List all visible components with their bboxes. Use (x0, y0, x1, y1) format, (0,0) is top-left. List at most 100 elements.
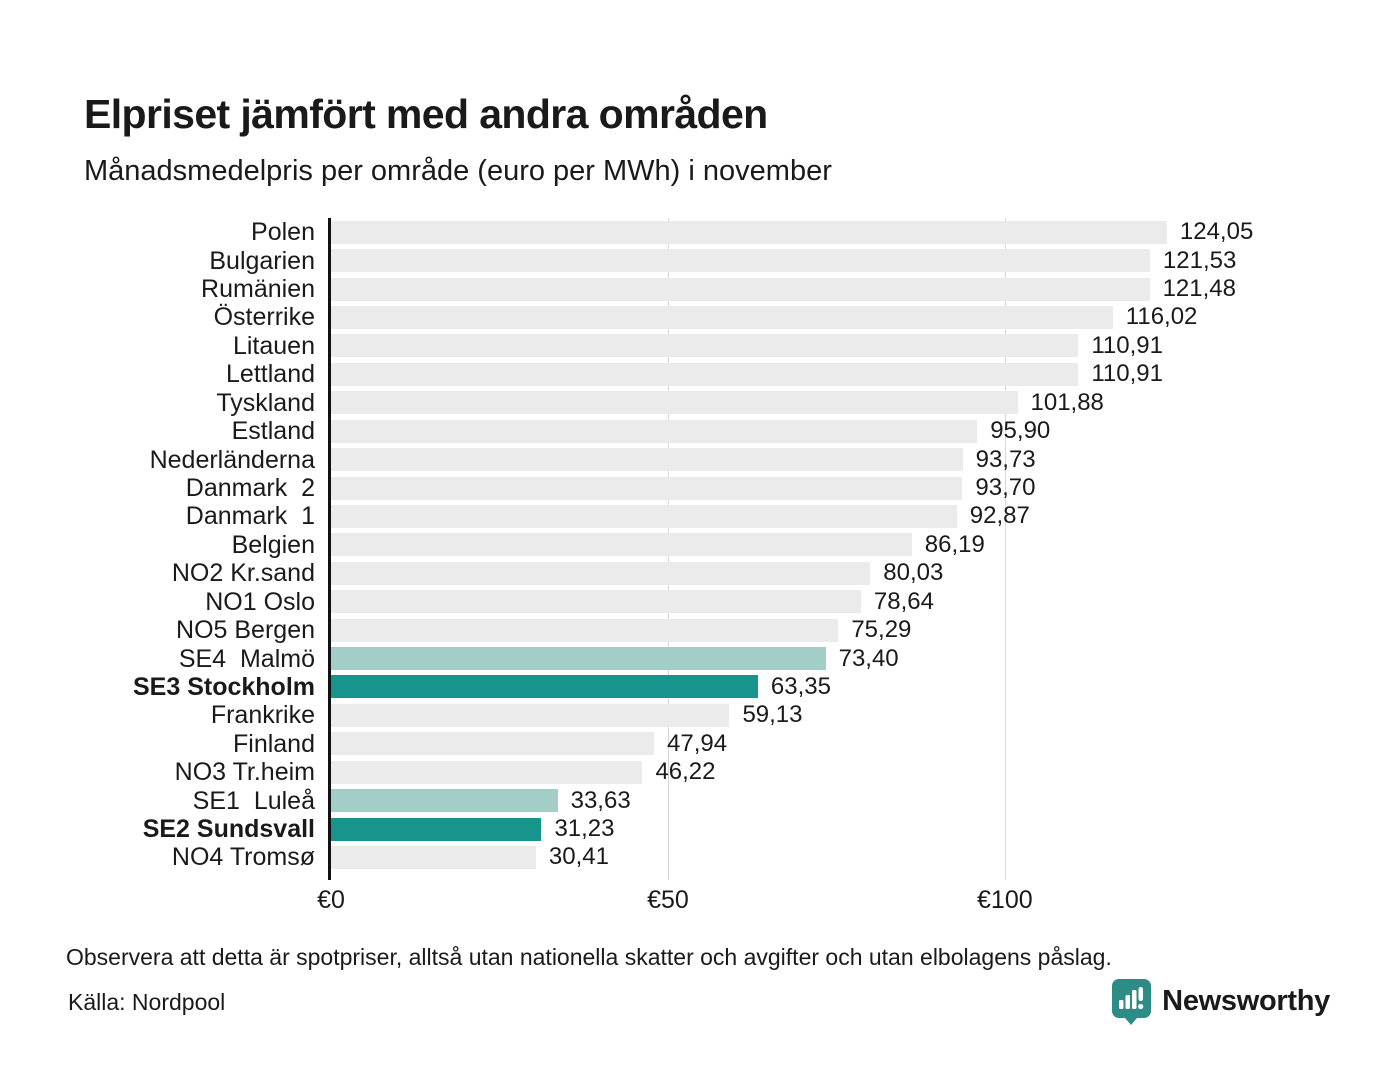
bar-plot-area: 63,35 (331, 673, 831, 701)
bar-default (331, 391, 1018, 415)
bar-plot-area: 73,40 (331, 645, 899, 673)
bar-default (331, 760, 643, 784)
value-label: 33,63 (570, 786, 631, 814)
bar-dark (331, 675, 758, 699)
bar-default (331, 590, 861, 614)
bar-plot-area: 93,70 (331, 474, 1035, 502)
newsworthy-wordmark: Newsworthy (1162, 985, 1330, 1017)
newsworthy-logo: Newsworthy (1111, 978, 1330, 1025)
chart-row: Rumänien 121,48 (84, 275, 1384, 303)
gridline-100 (1004, 218, 1006, 880)
chart-row: NO1 Oslo 78,64 (84, 587, 1384, 616)
chart-row: NO2 Kr.sand 80,03 (84, 559, 1384, 587)
category-label: Danmark 1 (185, 502, 315, 531)
footnote: Observera att detta är spotpriser, allts… (66, 944, 1112, 970)
bar-plot-area: 101,88 (331, 389, 1104, 417)
category-label: Frankrike (210, 701, 315, 730)
value-label: 101,88 (1030, 388, 1104, 416)
bar-plot-area: 121,48 (331, 275, 1236, 303)
bar-default (331, 561, 871, 585)
value-label: 110,91 (1091, 360, 1163, 388)
category-label: NO5 Bergen (176, 616, 315, 645)
category-label: Österrike (213, 303, 315, 332)
chart-row: Finland 47,94 (84, 730, 1384, 758)
bar-dark (331, 817, 542, 841)
chart-row: SE4 Malmö 73,40 (84, 644, 1384, 673)
chart-row: NO3 Tr.heim 46,22 (84, 758, 1384, 786)
bar-plot-area: 33,63 (331, 787, 631, 815)
x-tick-label: €0 (317, 886, 345, 914)
bar-default (331, 419, 978, 443)
bar-plot-area: 124,05 (331, 218, 1253, 246)
category-label: Bulgarien (209, 246, 315, 275)
bar-default (331, 220, 1167, 244)
x-tick-label: €50 (647, 886, 689, 914)
bar-plot-area: 47,94 (331, 730, 727, 758)
chart-row: Danmark 2 93,70 (84, 474, 1384, 502)
bar-default (331, 305, 1113, 329)
category-label: Finland (233, 729, 315, 758)
newsworthy-bar-chart-pin-icon (1112, 979, 1152, 1025)
value-label: 59,13 (742, 701, 803, 729)
chart-row: NO5 Bergen 75,29 (84, 616, 1384, 644)
value-label: 73,40 (838, 644, 899, 672)
bar-plot-area: 31,23 (331, 815, 615, 843)
bar-light (331, 789, 558, 813)
bar-plot-area: 93,73 (331, 446, 1036, 474)
bar-chart: Polen 124,05 Bulgarien 121,53 Rumänien 121,48… (84, 218, 1384, 938)
bar-plot-area: 75,29 (331, 616, 911, 644)
category-label: Estland (231, 417, 315, 446)
bar-plot-area: 30,41 (331, 843, 609, 871)
category-label: NO4 Tromsø (171, 843, 315, 872)
category-label: NO2 Kr.sand (171, 559, 315, 588)
bar-plot-area: 121,53 (331, 247, 1236, 275)
bar-default (331, 533, 912, 557)
value-label: 121,48 (1162, 275, 1236, 303)
bar-default (331, 732, 655, 756)
chart-row: Danmark 1 92,87 (84, 502, 1384, 530)
bar-plot-area: 92,87 (331, 502, 1030, 530)
chart-row: Polen 124,05 (84, 218, 1384, 246)
bar-plot-area: 46,22 (331, 758, 716, 786)
bar-default (331, 504, 957, 528)
value-label: 86,19 (924, 530, 985, 558)
bar-plot-area: 80,03 (331, 559, 943, 587)
value-label: 93,73 (975, 445, 1036, 473)
value-label: 63,35 (770, 672, 831, 700)
category-label: NO3 Tr.heim (174, 758, 315, 787)
chart-row: Nederländerna 93,73 (84, 445, 1384, 474)
bar-default (331, 448, 963, 472)
bar-default (331, 476, 963, 500)
chart-subtitle: Månadsmedelpris per område (euro per MWh… (84, 155, 832, 187)
bar-plot-area: 110,91 (331, 332, 1163, 360)
value-label: 47,94 (667, 729, 728, 757)
bar-plot-area: 110,91 (331, 360, 1163, 388)
chart-row: Lettland 110,91 (84, 360, 1384, 388)
value-label: 75,29 (851, 616, 912, 644)
category-label: SE4 Malmö (178, 644, 315, 673)
category-label: Polen (251, 218, 315, 247)
category-label: SE2 Sundsvall (142, 815, 315, 844)
value-label: 110,91 (1091, 331, 1163, 359)
bar-plot-area: 116,02 (331, 303, 1197, 331)
value-label: 93,70 (975, 474, 1036, 501)
category-label: Lettland (226, 360, 315, 389)
value-label: 121,53 (1162, 246, 1237, 274)
source-credit: Källa: Nordpool (68, 989, 226, 1015)
chart-row: Frankrike 59,13 (84, 701, 1384, 729)
category-label: NO1 Oslo (205, 587, 315, 616)
chart-row: Litauen 110,91 (84, 332, 1384, 360)
bar-plot-area: 78,64 (331, 588, 934, 616)
value-label: 124,05 (1179, 218, 1254, 246)
chart-row: SE3 Stockholm 63,35 (84, 673, 1384, 701)
chart-row: Bulgarien 121,53 (84, 246, 1384, 275)
category-label: Tyskland (216, 388, 315, 417)
chart-row: Estland 95,90 (84, 417, 1384, 445)
category-label: Danmark 2 (185, 474, 315, 502)
value-label: 92,87 (969, 502, 1030, 530)
bar-default (331, 249, 1150, 273)
bar-default (331, 618, 839, 642)
chart-row: SE2 Sundsvall 31,23 (84, 815, 1384, 843)
chart-row: Österrike 116,02 (84, 303, 1384, 331)
